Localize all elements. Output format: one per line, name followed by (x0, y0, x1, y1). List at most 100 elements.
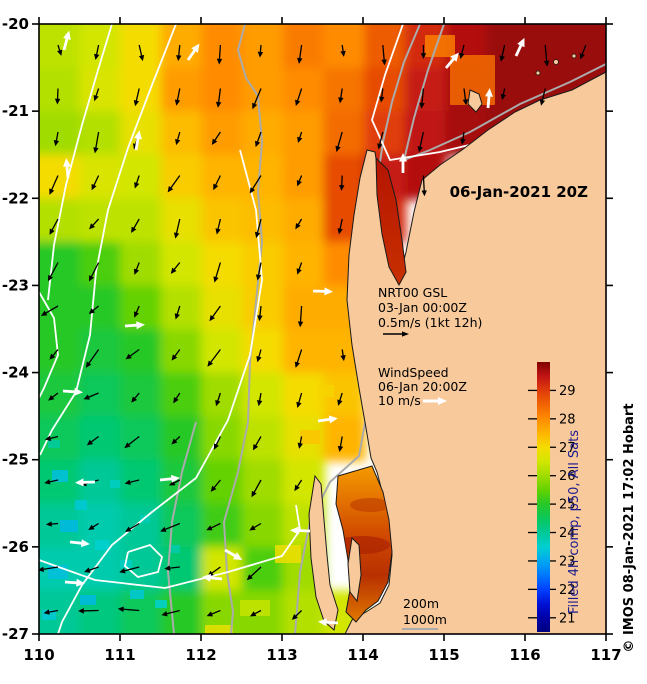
wind-arrow-head (75, 478, 84, 487)
current-arrow-head (47, 274, 54, 282)
current-arrow (134, 175, 140, 189)
sst-cell (242, 111, 285, 157)
current-arrow-shaft (87, 349, 100, 366)
sst-cell (282, 328, 325, 375)
current-arrow-head (133, 268, 140, 275)
current-arrow (88, 522, 99, 531)
current-arrow-head (297, 136, 303, 144)
current-arrow (84, 566, 99, 573)
current-arrow-head (171, 354, 178, 361)
current-arrow-shaft (421, 88, 425, 106)
sst-cell (242, 198, 285, 244)
current-arrow (417, 131, 425, 153)
current-arrow (462, 88, 469, 106)
sst-cell (242, 67, 285, 113)
wind-arrow-head (450, 52, 459, 62)
current-arrow (93, 88, 100, 102)
current-arrow-shaft (218, 44, 222, 62)
current-arrow-head (337, 228, 343, 235)
current-arrow (93, 131, 100, 154)
sst-patch (60, 520, 78, 532)
current-arrow-shaft (48, 262, 59, 279)
gsl-contour-line (47, 24, 113, 301)
sst-cell (201, 416, 244, 462)
wind-legend-line3: 10 m/s (378, 393, 421, 408)
y-tick-label: -20 (2, 15, 29, 33)
current-arrow (78, 608, 99, 614)
current-arrow-head (206, 525, 213, 531)
current-arrow-head (337, 445, 344, 453)
sst-cell (242, 241, 285, 287)
wind-vector-layer (62, 30, 525, 627)
sst-cell (282, 241, 325, 287)
wind-arrow (62, 387, 83, 396)
current-arrow-head (171, 438, 178, 445)
current-arrow (291, 610, 303, 620)
sst-cell (242, 459, 285, 505)
current-arrow (174, 88, 181, 106)
current-arrow (256, 349, 262, 363)
current-arrow-head (48, 394, 55, 401)
wind-arrow-head (171, 474, 180, 483)
current-arrow-head (44, 435, 52, 441)
current-arrow-shaft (252, 479, 262, 495)
sst-patch (450, 55, 495, 105)
colorbar-tick-label: 29 (559, 384, 576, 399)
sst-patch (110, 480, 120, 488)
current-arrow (340, 349, 346, 362)
current-arrow (133, 88, 140, 107)
sst-cell (201, 503, 244, 549)
wind-legend-line1: WindSpeed (378, 365, 449, 380)
current-arrow (161, 609, 180, 617)
current-arrow-shaft (248, 566, 262, 579)
y-tick-label: -23 (2, 276, 29, 294)
map-title: 06-Jan-2021 20Z (450, 183, 589, 201)
current-arrow (206, 522, 221, 531)
current-arrow-head (176, 55, 182, 62)
wind-arrow (317, 415, 338, 424)
y-tick-label: -24 (2, 364, 29, 382)
sst-cell (201, 198, 244, 244)
current-arrow-head (339, 185, 345, 191)
current-arrow (335, 131, 343, 153)
current-arrow (377, 131, 384, 150)
current-arrow (175, 131, 181, 146)
current-arrow (213, 262, 222, 283)
current-arrow-head (252, 102, 258, 110)
wind-arrow (224, 548, 243, 560)
current-arrow-head (421, 190, 427, 197)
wind-arrow-head (63, 30, 71, 40)
current-arrow-head (49, 188, 55, 195)
sst-cell (39, 328, 82, 375)
bay-warm-streak (336, 536, 390, 554)
bay-warm-streak (350, 498, 390, 512)
current-arrow (85, 349, 100, 368)
sst-cell (201, 459, 244, 505)
y-tick-label: -21 (2, 102, 29, 120)
current-arrow-shaft (298, 44, 303, 61)
wind-arrow-head (74, 387, 83, 396)
current-arrow-head (255, 274, 262, 281)
current-arrow-head (88, 308, 95, 314)
sst-cell (242, 503, 285, 549)
current-arrow-head (45, 521, 52, 527)
current-arrow-head (215, 399, 221, 407)
current-arrow-shaft (122, 566, 140, 572)
current-arrow-head (377, 143, 383, 150)
gsl-legend: NRT00 GSL 03-Jan 00:00Z 0.5m/s (1kt 12h) (378, 285, 482, 337)
current-arrow-head (249, 611, 257, 617)
colorbar-tick-label: 24 (559, 526, 576, 541)
sst-cell (242, 285, 285, 331)
current-arrow-head (543, 60, 550, 67)
sst-cell (160, 241, 204, 287)
current-arrow (53, 131, 60, 147)
current-scale-arrow-icon (383, 331, 409, 337)
current-arrow (173, 218, 181, 239)
current-arrow (173, 392, 181, 404)
current-arrow-shaft (299, 305, 303, 324)
current-arrow-head (254, 140, 261, 148)
current-arrow-shaft (257, 262, 262, 278)
wind-arrow-head (81, 539, 90, 548)
current-arrow-shaft (164, 609, 180, 615)
